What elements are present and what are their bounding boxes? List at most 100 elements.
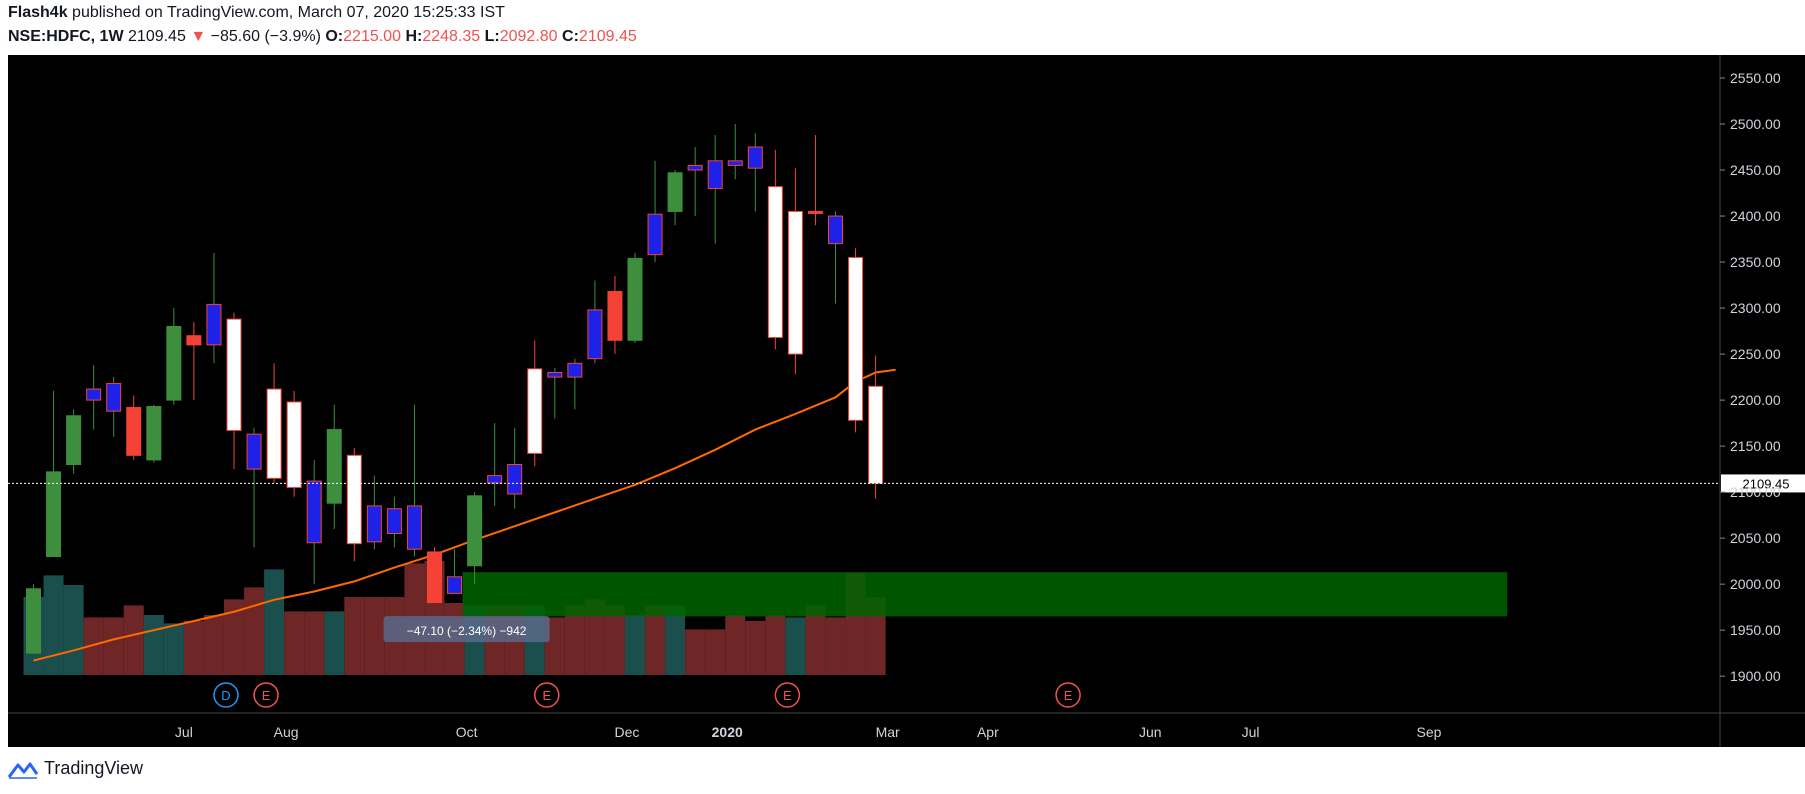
candle-body [366,505,382,543]
event-marker-circle [774,682,801,708]
candle-body [306,480,322,544]
volume-bar [825,617,846,675]
brand-name: TradingView [44,758,144,778]
candle-body [787,210,803,355]
price-tick-label: 2000.00 [1730,576,1781,592]
candle-body [266,388,282,479]
measure-tooltip: −47.10 (−2.34%) −942 [383,616,550,643]
volume-bar [304,611,325,675]
candle-body [828,215,843,245]
measure-tooltip-text: −47.10 (−2.34%) −942 [407,624,527,638]
price-tick-label: 2450.00 [1730,162,1781,178]
candle-body [326,429,342,504]
candle-body [26,588,41,654]
price-axis-background [1720,55,1805,713]
candle-body [146,406,162,461]
price-tick-label: 2300.00 [1730,300,1781,316]
volume-bar [705,629,726,675]
candle-body [86,388,102,401]
candlestick-chart[interactable]: 2109.45 D E E E E −47.10 (−2.34%) −942 2550.… [8,55,1805,747]
low-label: L: [484,28,500,45]
candle-body [66,415,82,466]
volume-bar [665,605,686,675]
candle-body [587,309,603,360]
last-price-tag [1721,474,1805,493]
time-tick-label: 2020 [712,724,743,740]
price-tick-label: 2250.00 [1730,346,1781,362]
time-tick-label: Dec [615,724,640,740]
volume-bar [103,617,124,675]
price-axis[interactable]: 2550.00 2500.00 2450.00 2400.00 2350.00 2300.… [1720,70,1781,684]
moving-average-line [33,368,896,662]
candle-body [747,146,763,169]
candle-body [106,383,122,412]
candle-body [848,256,864,421]
event-marker-label: E [262,688,271,703]
last-price-line: 2109.45 [8,474,1805,493]
volume-bar [203,615,224,675]
volume-bar [344,597,365,675]
candle-body [667,172,683,212]
volume-bar [785,617,806,675]
time-tick-label: Sep [1417,724,1442,740]
high-value: 2248.35 [422,28,481,45]
volume-bar [224,599,244,675]
volume-bar [284,611,305,675]
candle-body [427,551,442,604]
candle-body [126,406,142,456]
candle-body [346,454,362,545]
volume-bar [604,605,625,675]
candle-body [567,362,583,378]
candle-body [647,213,663,256]
volume-bar [63,585,84,675]
time-tick-label: Apr [977,724,999,740]
candle-body [527,368,543,454]
volume-bar [544,617,565,675]
volume-bar [364,597,385,675]
price-tick-label: 2500.00 [1730,116,1781,132]
time-tick-label: Jul [1242,724,1260,740]
volume-bar [745,621,766,675]
high-label: H: [405,28,423,45]
support-zone-rect [462,572,1508,617]
candle-body [406,505,422,550]
open-label: O: [325,28,344,45]
time-axis[interactable]: Jul Aug Oct Dec 2020 Mar Apr Jun Jul Sep [175,724,1442,740]
time-axis-background [8,713,1805,747]
volume-bar [765,615,786,675]
symbol-info: NSE:HDFC, 1W 2109.45 ▼ −85.60 (−3.9%) O:… [8,28,637,46]
event-marker-circle [253,682,279,708]
event-marker-circle [213,682,239,708]
candles [26,124,884,654]
footer-brand[interactable]: TradingView [8,758,143,779]
candle-body [226,318,242,431]
last-price: 2109.45 [128,28,186,45]
price-tick-label: 2350.00 [1730,254,1781,270]
author-name: Flash4k [8,4,68,21]
volume-bar [645,605,666,675]
candle-body [868,385,884,484]
candle-body [507,464,523,495]
price-tick-label: 2200.00 [1730,392,1781,408]
volume-bar [183,621,204,675]
volume-bar [143,615,164,675]
open-value: 2215.00 [343,28,401,45]
volume-bar [685,629,706,675]
measure-tooltip-box [383,616,550,643]
price-tick-label: 2150.00 [1730,438,1781,454]
candle-body [206,303,222,346]
candle-body [166,325,182,401]
volume-bar [625,615,645,675]
candle-body [487,475,503,484]
chart-area[interactable]: 2109.45 D E E E E −47.10 (−2.34%) −942 2550.… [8,55,1805,747]
event-marker-circle [534,682,560,708]
volume-bar [83,617,104,675]
last-price-label: 2109.45 [1743,476,1790,491]
candle-body [707,160,723,189]
price-tick-label: 2400.00 [1730,208,1781,224]
symbol-name: NSE:HDFC, 1W [8,28,124,45]
candle-body [286,401,302,489]
time-tick-label: Mar [876,724,900,740]
volume-bar [324,611,345,675]
